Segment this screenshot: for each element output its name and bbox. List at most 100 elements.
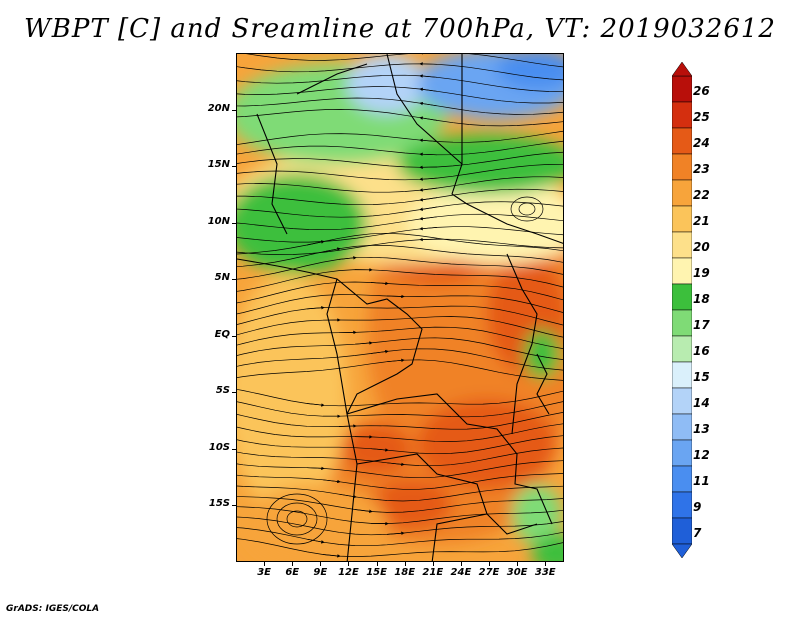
colorbar-label: 20 — [693, 240, 710, 254]
streamline-arrow — [370, 349, 389, 354]
lon-label: 3E — [257, 567, 271, 578]
colorbar-swatch — [672, 283, 692, 311]
colorbar-swatch — [672, 309, 692, 337]
streamline — [237, 244, 563, 268]
colorbar-label: 22 — [693, 188, 710, 202]
lon-tick — [264, 562, 265, 566]
streamline-arrow — [419, 138, 438, 143]
streamline — [237, 281, 563, 304]
lat-tick — [232, 279, 236, 280]
streamline-arrow — [419, 237, 438, 242]
streamline — [237, 348, 563, 371]
grads-credit: GrADS: IGES/COLA — [6, 604, 100, 614]
streamline — [237, 256, 563, 280]
streamline — [237, 326, 563, 349]
colorbar-swatch — [672, 335, 692, 363]
lat-label: 5S — [215, 385, 230, 397]
colorbar-label: 18 — [693, 292, 710, 306]
lon-label: 6E — [285, 567, 300, 578]
lat-label: 10N — [207, 215, 230, 227]
colorbar-min-arrow — [672, 543, 692, 558]
colorbar-swatch — [672, 231, 692, 259]
streamline-arrow — [306, 466, 325, 471]
streamline — [237, 316, 563, 338]
lat-label: EQ — [214, 328, 230, 340]
lat-tick — [232, 505, 236, 506]
streamline — [237, 63, 563, 81]
lat-label: 5N — [214, 272, 230, 284]
colorbar-label: 23 — [693, 162, 710, 176]
colorbar-label: 13 — [693, 422, 710, 436]
colorbar-swatch — [672, 439, 692, 467]
streamline — [237, 435, 563, 455]
streamline — [237, 389, 563, 407]
lon-label: 15E — [366, 567, 387, 578]
colorbar-swatch — [672, 491, 692, 519]
colorbar-label: 24 — [693, 136, 710, 150]
streamline — [237, 176, 563, 193]
lon-label: 21E — [422, 567, 444, 578]
streamline-arrow — [386, 531, 405, 535]
streamline-arrow — [338, 493, 357, 499]
colorbar-label: 11 — [693, 474, 710, 488]
lat-label: 10S — [208, 441, 230, 453]
colorbar-swatch — [672, 387, 692, 415]
lat-label: 20N — [207, 102, 230, 114]
lat-tick — [232, 166, 236, 167]
streamline-arrow — [419, 216, 438, 221]
streamline-arrow — [419, 74, 438, 78]
streamline-arrow — [419, 177, 438, 181]
streamline — [237, 527, 563, 547]
lat-label: 15N — [207, 159, 230, 171]
lon-label: 33E — [534, 567, 556, 578]
lat-tick — [232, 336, 236, 337]
streamline — [237, 163, 563, 181]
streamline — [237, 269, 563, 292]
streamline-arrow — [419, 116, 438, 121]
colorbar-label: 14 — [693, 396, 710, 410]
streamline — [237, 485, 563, 502]
lon-tick — [405, 562, 406, 566]
lon-label: 12E — [338, 567, 359, 578]
streamline — [237, 506, 563, 524]
streamline — [237, 496, 563, 513]
streamline-arrow — [354, 341, 373, 345]
streamline — [237, 97, 563, 115]
lat-label: 15S — [208, 498, 230, 510]
lon-label: 18E — [394, 567, 416, 578]
streamline — [237, 460, 563, 479]
lat-tick — [232, 110, 236, 111]
lon-label: 9E — [313, 567, 328, 578]
streamline-arrow — [354, 509, 373, 514]
colorbar-label: 26 — [693, 84, 710, 98]
streamline — [237, 305, 563, 326]
streamline — [237, 140, 563, 156]
streamline — [245, 54, 563, 68]
streamline — [237, 86, 563, 104]
streamline — [237, 232, 563, 255]
streamline — [237, 538, 563, 557]
streamline — [237, 130, 563, 145]
streamline-arrow — [306, 538, 325, 544]
lon-tick — [377, 562, 378, 566]
colorbar-label: 21 — [693, 214, 710, 228]
streamline-arrow — [322, 554, 341, 558]
colorbar-max-arrow — [672, 62, 692, 77]
lat-tick — [232, 449, 236, 450]
lat-tick — [232, 392, 236, 393]
lon-tick — [433, 562, 434, 566]
streamline — [237, 213, 563, 231]
colorbar-swatch — [672, 257, 692, 285]
lon-tick — [489, 562, 490, 566]
lon-tick — [292, 562, 293, 566]
lon-label: 24E — [450, 567, 472, 578]
colorbar-swatch — [672, 361, 692, 389]
lon-tick — [517, 562, 518, 566]
streamline-arrow — [419, 152, 438, 157]
streamline — [237, 473, 563, 490]
colorbar-label: 12 — [693, 448, 710, 462]
streamline-arrow — [419, 206, 438, 211]
streamline — [237, 412, 563, 430]
streamline-arrow — [419, 197, 438, 202]
streamline — [237, 188, 563, 206]
